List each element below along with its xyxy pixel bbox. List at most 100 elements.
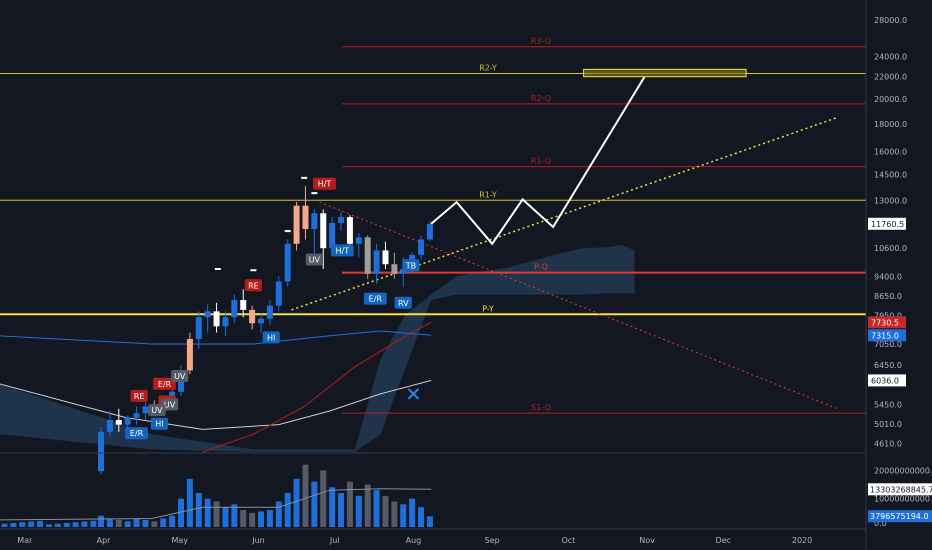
volume-axis[interactable]: 20000000000.0 10000000000.0 0.0 13303268845… bbox=[868, 466, 932, 528]
volume-bar bbox=[178, 498, 185, 527]
candle-body bbox=[400, 269, 407, 274]
level-label-r2-y: R2-Y bbox=[479, 64, 497, 73]
price-tick-label[interactable]: 22000.0 bbox=[874, 73, 907, 82]
level-label-r2-q: R2-Q bbox=[531, 94, 551, 103]
time-tick-label[interactable]: Jul bbox=[329, 536, 340, 545]
candle-body bbox=[293, 205, 300, 244]
volume-tick-label[interactable]: 20000000000.0 bbox=[874, 466, 932, 475]
marker-badge bbox=[305, 253, 323, 266]
marker-badge bbox=[171, 370, 189, 383]
price-tick-label[interactable]: 6450.0 bbox=[874, 361, 902, 370]
volume-bar bbox=[151, 521, 158, 527]
volume-bar bbox=[186, 478, 193, 527]
marker-badge bbox=[330, 244, 354, 257]
volume-bar bbox=[355, 495, 362, 527]
volume-tick-label[interactable]: 10000000000.0 bbox=[874, 495, 932, 504]
candle-body bbox=[98, 431, 104, 472]
marker-badge bbox=[394, 296, 412, 309]
time-axis[interactable]: Mar Apr May Jun Jul Aug Sep Oct Nov Dec 2020 bbox=[17, 536, 812, 545]
volume-bar bbox=[400, 504, 407, 527]
time-tick-label[interactable]: Oct bbox=[561, 536, 575, 545]
volume-bar bbox=[142, 519, 149, 527]
candle-body bbox=[426, 223, 433, 240]
time-tick-label[interactable]: Jun bbox=[251, 536, 265, 545]
signal-marker: TB bbox=[402, 259, 420, 272]
marker-badge bbox=[148, 404, 166, 417]
time-tick-label[interactable]: Aug bbox=[406, 536, 422, 545]
price-tick-label[interactable]: 28000.0 bbox=[874, 16, 907, 25]
volume-badge bbox=[868, 483, 932, 496]
marker-badge bbox=[402, 259, 420, 272]
volume-bar bbox=[409, 498, 416, 527]
price-tick-label[interactable]: 10600.0 bbox=[874, 244, 907, 253]
trendlines[interactable] bbox=[291, 116, 838, 410]
volume-bar bbox=[311, 481, 318, 527]
price-badge-label: 7315.0 bbox=[871, 331, 899, 340]
price-tick-label[interactable]: 20000.0 bbox=[874, 95, 907, 104]
price-tick-label[interactable]: 7050.0 bbox=[874, 340, 902, 349]
support-trendline[interactable] bbox=[291, 116, 838, 311]
volume-badge bbox=[868, 510, 932, 523]
volume-bar bbox=[45, 524, 52, 527]
signal-marker: RV bbox=[394, 296, 412, 309]
projection-path[interactable] bbox=[430, 76, 646, 246]
pivot-levels: R3-Q R2-Y R2-Q R1-Q R1-Y P-Q P-Y S1-Q bbox=[0, 37, 866, 414]
volume-bar bbox=[10, 522, 17, 527]
price-tick-label[interactable]: 5450.0 bbox=[874, 400, 902, 409]
marker-label: UV bbox=[174, 372, 186, 381]
volume-bar bbox=[90, 520, 97, 527]
volume-badge-label: 13303268845.7 bbox=[870, 485, 932, 494]
price-tick-label[interactable]: 14500.0 bbox=[874, 171, 907, 180]
price-tick-label[interactable]: 7950.0 bbox=[874, 312, 902, 321]
volume-bar bbox=[302, 464, 309, 527]
price-badge-label: 6036.0 bbox=[871, 376, 899, 385]
volume-bar bbox=[222, 507, 229, 527]
candle-body bbox=[186, 339, 193, 371]
candle-body bbox=[418, 239, 425, 255]
signal-marker: RE bbox=[130, 389, 148, 402]
level-label-r1-y: R1-Y bbox=[479, 190, 497, 199]
price-tick-label[interactable]: 16000.0 bbox=[874, 147, 907, 156]
candle-body bbox=[258, 318, 265, 324]
candle-body bbox=[204, 311, 211, 318]
volume-bar bbox=[160, 518, 167, 527]
time-tick-label[interactable]: Nov bbox=[639, 536, 655, 545]
time-tick-label[interactable]: Sep bbox=[485, 536, 500, 545]
time-tick-label[interactable]: Apr bbox=[97, 536, 112, 545]
price-badge bbox=[868, 316, 906, 329]
price-badge-label: 7730.5 bbox=[871, 318, 899, 327]
volume-bar bbox=[320, 470, 327, 527]
marker-label: HI bbox=[155, 420, 163, 429]
time-tick-label[interactable]: Dec bbox=[716, 536, 731, 545]
level-label-p-y: P-Y bbox=[482, 304, 494, 313]
volume-bar bbox=[195, 493, 202, 527]
volume-bar bbox=[284, 493, 291, 527]
level-label-r1-q: R1-Q bbox=[531, 157, 551, 166]
volume-bar bbox=[418, 507, 425, 527]
volume-bar bbox=[124, 521, 131, 527]
target-box[interactable] bbox=[583, 68, 747, 78]
price-tick-label[interactable]: 9400.0 bbox=[874, 272, 902, 281]
volume-bar bbox=[346, 481, 353, 527]
volume-bar bbox=[28, 521, 35, 527]
price-tick-label[interactable]: 18000.0 bbox=[874, 120, 907, 129]
candle-body bbox=[302, 205, 309, 230]
volume-bar bbox=[426, 516, 433, 527]
price-tick-label[interactable]: 24000.0 bbox=[874, 52, 907, 61]
signal-marker: HI bbox=[150, 417, 169, 430]
price-projection[interactable] bbox=[407, 68, 747, 400]
price-tick-label[interactable]: 4610.0 bbox=[874, 440, 902, 449]
candle-body bbox=[133, 413, 140, 418]
price-tick-label[interactable]: 8650.0 bbox=[874, 292, 902, 301]
volume-bar bbox=[133, 518, 140, 527]
time-tick-label[interactable]: May bbox=[171, 536, 188, 545]
price-tick-label[interactable]: 13000.0 bbox=[874, 196, 907, 205]
price-tick-label[interactable]: 5010.0 bbox=[874, 420, 902, 429]
time-tick-label[interactable]: Mar bbox=[17, 536, 33, 545]
price-axis[interactable]: 28000.0 24000.0 22000.0 20000.0 18000.0 16000… bbox=[0, 0, 907, 550]
volume-tick-label[interactable]: 0.0 bbox=[874, 519, 887, 528]
time-tick-label[interactable]: 2020 bbox=[792, 536, 812, 545]
signal-marker: H/T bbox=[313, 177, 336, 190]
